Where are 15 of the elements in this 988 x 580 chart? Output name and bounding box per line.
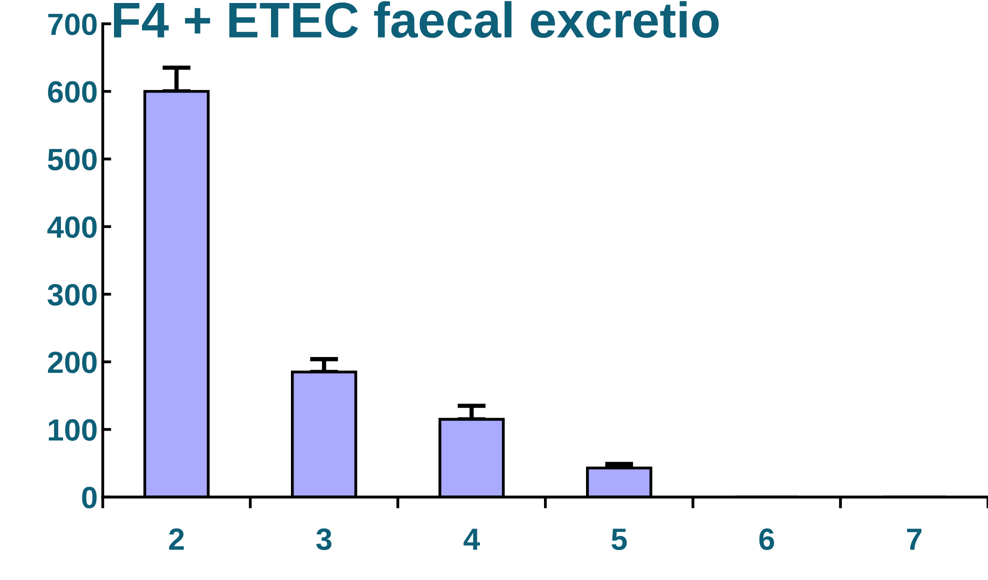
y-tick-label: 0 bbox=[82, 486, 97, 508]
y-tick-label: 700 bbox=[48, 14, 97, 36]
y-tick-label: 400 bbox=[47, 216, 97, 238]
x-tick-label: 6 bbox=[759, 528, 774, 550]
y-tick-label: 300 bbox=[48, 284, 97, 306]
chart-title: F4 + ETEC faecal excretio bbox=[114, 1, 719, 38]
y-tick-label: 200 bbox=[48, 352, 97, 374]
x-tick-label: 3 bbox=[316, 528, 332, 550]
x-tick-label: 7 bbox=[907, 528, 922, 550]
y-tick-label: 600 bbox=[48, 81, 97, 103]
x-tick-label: 2 bbox=[169, 528, 184, 550]
y-tick-label: 100 bbox=[48, 419, 97, 441]
y-tick-label: 500 bbox=[48, 148, 97, 170]
x-tick-label: 4 bbox=[464, 528, 480, 550]
x-tick-label: 5 bbox=[612, 528, 627, 550]
